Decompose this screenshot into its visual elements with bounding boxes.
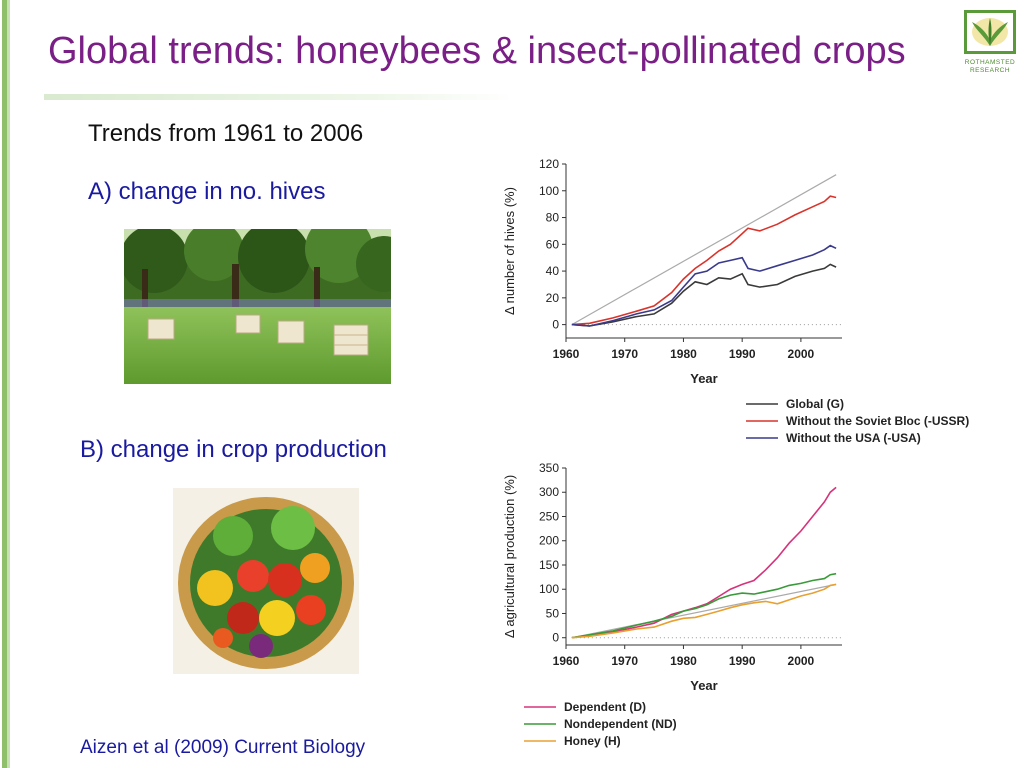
- legend-label-2: Nondependent (ND): [564, 717, 677, 731]
- y-tick-label: 200: [539, 534, 559, 548]
- series-line-1: [571, 486, 837, 639]
- subtitle: Trends from 1961 to 2006: [88, 120, 364, 147]
- series-line-2: [571, 195, 837, 326]
- y-axis-label: Δ number of hives (%): [502, 187, 517, 315]
- y-axis-label: Δ agricultural production (%): [502, 475, 517, 638]
- y-tick-label: 300: [539, 485, 559, 499]
- x-tick-label: 2000: [788, 347, 815, 361]
- crop-production-chart: 0 50 100 150 200 250 300 350 1960 1970 1980 1990 200…: [502, 461, 842, 748]
- legend-label-1: Global (G): [786, 397, 844, 411]
- y-tick-label: 80: [546, 211, 560, 225]
- x-tick-label: 1980: [670, 654, 697, 668]
- legend-label-3: Honey (H): [564, 734, 621, 748]
- legend-label-1: Dependent (D): [564, 700, 646, 714]
- y-tick-label: 60: [546, 237, 560, 251]
- y-tick-label: 100: [539, 184, 559, 198]
- y-tick-label: 40: [546, 264, 560, 278]
- x-tick-label: 1990: [729, 654, 756, 668]
- y-tick-label: 150: [539, 558, 559, 572]
- logo-text-line2: RESEARCH: [969, 67, 1011, 74]
- x-axis-label: Year: [690, 678, 717, 693]
- label-change-crop-production: B) change in crop production: [80, 436, 387, 463]
- y-tick-label: 0: [552, 318, 559, 332]
- label-change-hives: A) change in no. hives: [88, 178, 326, 205]
- x-tick-label: 1990: [729, 347, 756, 361]
- legend-label-3: Without the USA (-USA): [786, 431, 921, 445]
- x-tick-label: 1970: [611, 347, 638, 361]
- hives-chart: 0 20 40 60 80 100 120 1960 1970 1980 1990 2000 Year Δ…: [502, 157, 969, 445]
- y-tick-label: 50: [546, 606, 560, 620]
- y-tick-label: 20: [546, 291, 560, 305]
- legend-label-2: Without the Soviet Bloc (-USSR): [786, 414, 969, 428]
- x-tick-label: 1960: [553, 347, 580, 361]
- rothamsted-leaf-logo-icon: [964, 10, 1016, 54]
- beehives-in-meadow-photo-icon: [124, 229, 391, 384]
- logo-text-line1: ROTHAMSTED: [964, 59, 1016, 66]
- reference-trend-line: [571, 174, 837, 326]
- series-line-3: [571, 244, 837, 327]
- series-line-3: [571, 583, 837, 639]
- x-tick-label: 1970: [611, 654, 638, 668]
- y-tick-label: 350: [539, 461, 559, 475]
- slide-title: Global trends: honeybees & insect-pollin…: [48, 30, 906, 72]
- x-tick-label: 2000: [788, 654, 815, 668]
- left-accent-bar: [0, 0, 13, 768]
- y-tick-label: 120: [539, 157, 559, 171]
- series-line-2: [571, 572, 837, 639]
- x-tick-label: 1960: [553, 654, 580, 668]
- x-tick-label: 1980: [670, 347, 697, 361]
- y-tick-label: 0: [552, 631, 559, 645]
- vegetable-basket-photo-icon: [173, 488, 359, 674]
- y-tick-label: 100: [539, 582, 559, 596]
- title-divider: [44, 94, 514, 100]
- rothamsted-logo: ROTHAMSTED RESEARCH: [962, 10, 1018, 78]
- series-line-1: [571, 263, 837, 327]
- citation: Aizen et al (2009) Current Biology: [80, 737, 366, 758]
- y-tick-label: 250: [539, 509, 559, 523]
- reference-trend-line: [571, 583, 837, 639]
- x-axis-label: Year: [690, 371, 717, 386]
